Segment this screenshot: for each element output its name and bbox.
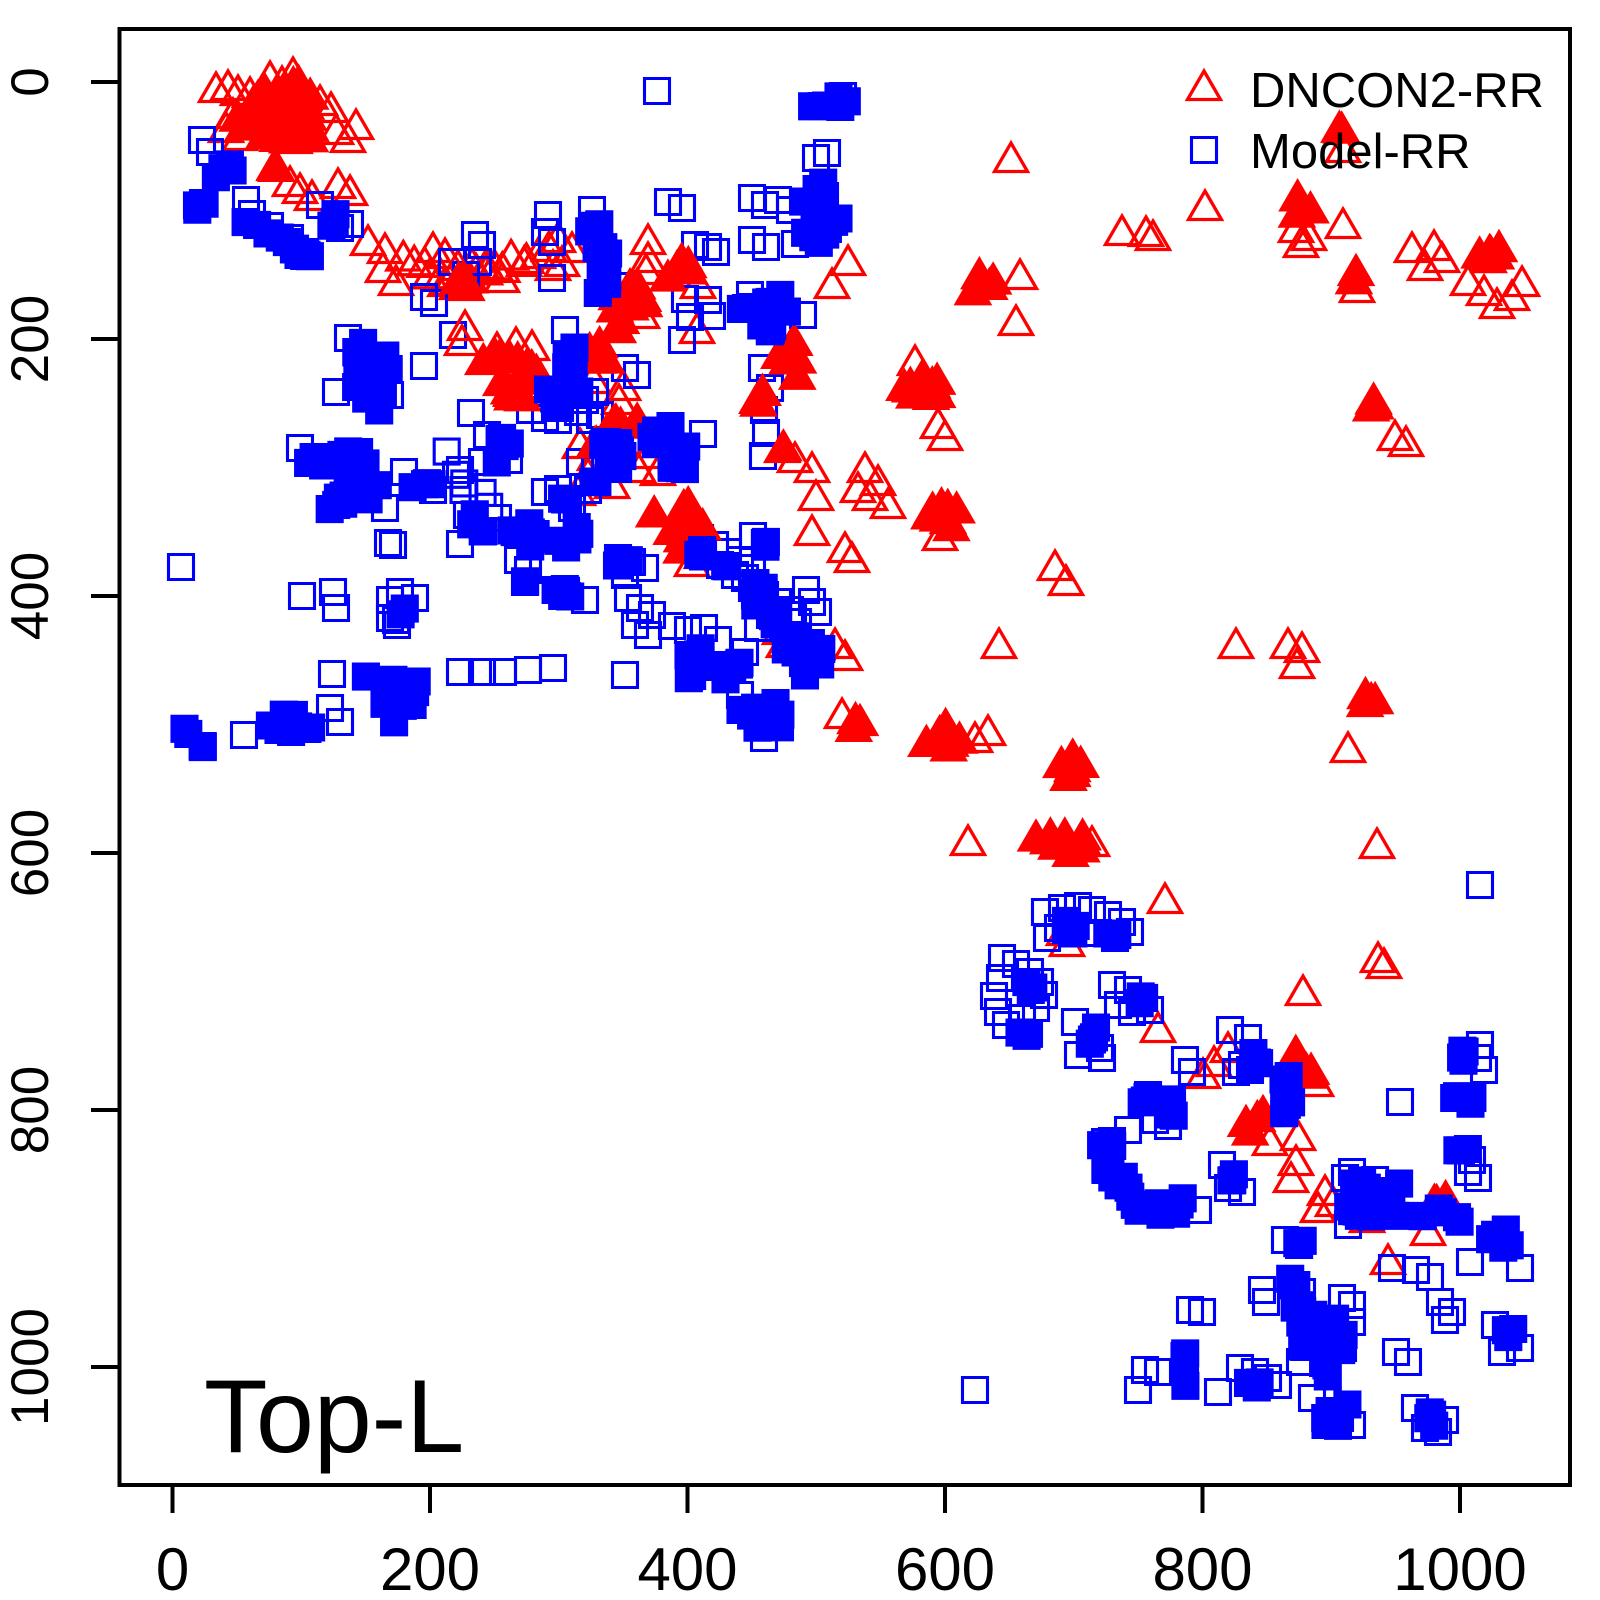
svg-text:600: 600 [895,1536,995,1600]
svg-text:800: 800 [1,1066,60,1154]
svg-text:1000: 1000 [1393,1536,1526,1600]
svg-text:DNCON2-RR: DNCON2-RR [1250,64,1544,118]
svg-text:0: 0 [156,1536,189,1600]
svg-text:600: 600 [1,809,60,897]
svg-text:400: 400 [1,552,60,640]
svg-text:Top-L: Top-L [204,1359,464,1475]
svg-text:200: 200 [1,295,60,383]
svg-text:0: 0 [1,67,60,96]
svg-text:400: 400 [637,1536,737,1600]
svg-text:1000: 1000 [1,1308,60,1426]
svg-text:Model-RR: Model-RR [1250,125,1471,179]
svg-text:800: 800 [1152,1536,1252,1600]
svg-text:200: 200 [380,1536,480,1600]
